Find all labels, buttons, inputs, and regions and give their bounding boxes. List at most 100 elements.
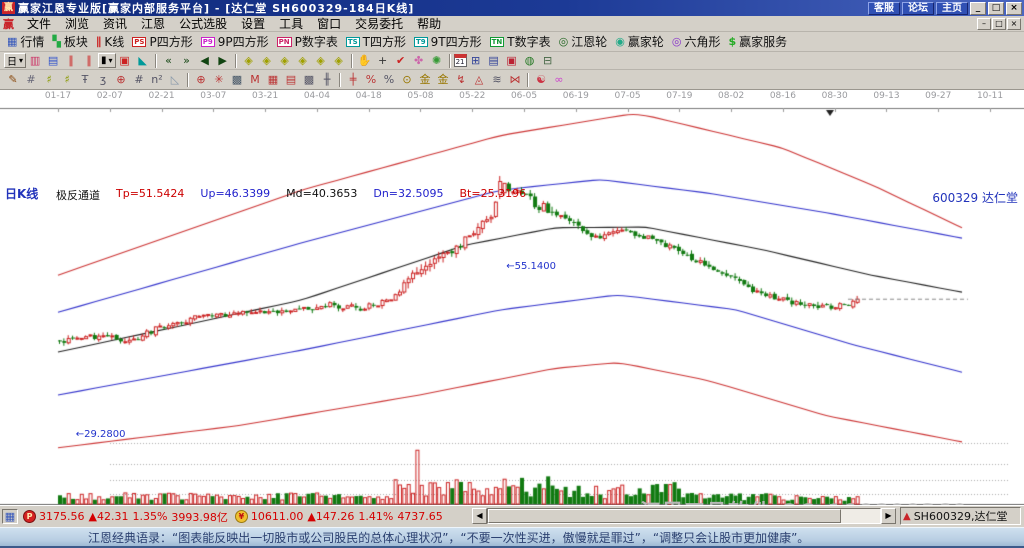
zoom-all-icon[interactable]: ◈ [298, 53, 307, 67]
zoom-v-icon[interactable]: ◈ [316, 53, 325, 67]
zoom-full-icon[interactable]: ◈ [334, 53, 343, 67]
scrollbar-left-arrow[interactable]: ◀ [472, 508, 487, 524]
kline-9-icon[interactable]: ∥ [86, 53, 92, 67]
toolbar-hexagon-button[interactable]: ◎ 六角形 [669, 32, 726, 51]
pan-hand-icon[interactable]: ✋ [357, 53, 372, 67]
lines-tool-icon[interactable]: # [134, 72, 144, 86]
kline-small-icon[interactable]: ∥ [68, 53, 74, 67]
grid-status-icon[interactable]: ▦ [2, 509, 18, 524]
titlebar-link-2[interactable]: 主页 [936, 1, 968, 15]
fan-red2-icon[interactable]: ▤ [285, 72, 297, 86]
restore-button[interactable]: □ [988, 1, 1004, 15]
toolbar-kline-button[interactable]: ∥ K线 [93, 32, 129, 51]
scrollbar-thumb[interactable] [488, 509, 841, 523]
crosshair-icon[interactable]: + [377, 53, 388, 67]
pen-tool-icon[interactable]: ✎ [8, 72, 18, 86]
save-icon[interactable]: ▣ [506, 53, 517, 67]
child-minimize-button[interactable]: – [977, 17, 991, 30]
zigzag-tool-icon[interactable]: ↯ [456, 72, 466, 86]
scrollbar-track[interactable] [487, 508, 881, 524]
close-button[interactable]: × [1006, 1, 1022, 15]
menu-item-6[interactable]: 工具 [279, 16, 304, 31]
calculator-icon[interactable]: ⊞ [470, 53, 481, 67]
coordinate-icon[interactable]: ▣ [119, 53, 130, 67]
prev-bar-icon[interactable]: ◀ [200, 53, 209, 67]
toolbar-winner-service-button[interactable]: $ 赢家服务 [726, 32, 793, 51]
zoom-out-h-icon[interactable]: ◈ [244, 53, 253, 67]
toolbar-t-square-button[interactable]: TS T四方形 [343, 32, 411, 51]
square-n2-icon[interactable]: n² [151, 72, 163, 86]
gann-grid2-icon[interactable]: ♯ [64, 72, 70, 86]
kline-chart[interactable] [0, 90, 1024, 505]
toolbar-quotes-button[interactable]: ▦ 行情 [4, 32, 49, 51]
toolbar-9t-square-button[interactable]: T9 9T四方形 [411, 32, 487, 51]
infinity-icon[interactable]: ∞ [554, 72, 564, 86]
menu-item-3[interactable]: 江恩 [141, 16, 166, 31]
toolbar-sectors-button[interactable]: ▚ 板块 [49, 32, 92, 51]
toolbar-p-square-button[interactable]: PS P四方形 [129, 32, 197, 51]
horizontal-scrollbar[interactable]: ◀ ▶ [472, 508, 896, 524]
gold-section2-icon[interactable]: 金 [437, 72, 449, 86]
titlebar-link-0[interactable]: 客服 [868, 1, 900, 15]
scrollbar-right-arrow[interactable]: ▶ [881, 508, 896, 524]
knot-icon[interactable]: ✤ [413, 53, 424, 67]
period-day-combo[interactable]: 日 ▾ [4, 53, 27, 68]
angle-tool-icon[interactable]: ◺ [170, 72, 180, 86]
calendar-icon[interactable]: 21 [453, 54, 467, 67]
child-close-button[interactable]: × [1007, 17, 1021, 30]
brain-icon[interactable]: ✺ [431, 53, 442, 67]
star-tool-icon[interactable]: ✳ [214, 72, 224, 86]
flag-icon[interactable]: ◣ [138, 53, 147, 67]
toolbar-9p-square-button[interactable]: P9 9P四方形 [198, 32, 274, 51]
menu-item-4[interactable]: 公式选股 [179, 16, 228, 31]
wave-tool-icon[interactable]: M [250, 72, 260, 86]
zoom-wide-icon[interactable]: ◈ [280, 53, 289, 67]
level-tool-icon[interactable]: Ŧ [81, 72, 89, 86]
percent1-icon[interactable]: % [365, 72, 377, 86]
notes-icon[interactable]: ▤ [488, 53, 499, 67]
percent2-icon[interactable]: % [383, 72, 395, 86]
toolbar-winner-wheel-button[interactable]: ◉ 赢家轮 [612, 32, 669, 51]
menu-item-9[interactable]: 帮助 [417, 16, 442, 31]
child-restore-button[interactable]: □ [992, 17, 1006, 30]
minimize-button[interactable]: _ [970, 1, 986, 15]
titlebar-link-1[interactable]: 论坛 [902, 1, 934, 15]
toolbar-gann-wheel-button[interactable]: ◎ 江恩轮 [556, 32, 613, 51]
export-icon[interactable]: ⊟ [542, 53, 553, 67]
gann-grid1-icon[interactable]: ♯ [46, 72, 52, 86]
sync-icon[interactable]: ◍ [524, 53, 535, 67]
curve-tool-icon[interactable]: ʒ [99, 72, 107, 86]
gold-section1-icon[interactable]: 金 [419, 72, 431, 86]
first-bar-icon[interactable]: « [165, 53, 172, 67]
fan-red1-icon[interactable]: ▦ [267, 72, 279, 86]
next-bar-icon[interactable]: ▶ [218, 53, 227, 67]
grid-tool-icon[interactable]: # [26, 72, 36, 86]
toolbar-p-table-button[interactable]: PN P数字表 [274, 32, 343, 51]
zoom-in-h-icon[interactable]: ◈ [262, 53, 271, 67]
info-view-icon[interactable]: ▤ [47, 53, 59, 67]
grid-dark-icon[interactable]: ▩ [303, 72, 315, 86]
menu-item-2[interactable]: 资讯 [103, 16, 128, 31]
target-tool-icon[interactable]: ⊕ [196, 72, 206, 86]
taichi-icon[interactable]: ☯ [536, 72, 546, 86]
ratio-tool-icon[interactable]: ╪ [349, 72, 357, 86]
menu-item-0[interactable]: 文件 [27, 16, 52, 31]
last-bar-icon[interactable]: » [183, 53, 190, 67]
date-tick-6: 04-18 [355, 91, 382, 101]
waves-tool-icon[interactable]: ≋ [492, 72, 502, 86]
sh-index-value: 3175.56 [39, 510, 85, 523]
circle-tool-icon[interactable]: ⊕ [116, 72, 126, 86]
menu-item-7[interactable]: 窗口 [317, 16, 342, 31]
triangle-tool-icon[interactable]: ◬ [474, 72, 484, 86]
rail-tool-icon[interactable]: ╫ [323, 72, 331, 86]
chart-mode-icon[interactable]: ▥ [29, 53, 41, 67]
gold-circle-icon[interactable]: ⊙ [402, 72, 412, 86]
select-check-icon[interactable]: ✔ [395, 53, 406, 67]
menu-item-1[interactable]: 浏览 [65, 16, 90, 31]
toolbar-t-table-button[interactable]: TN T数字表 [487, 32, 556, 51]
bowtie-tool-icon[interactable]: ⋈ [509, 72, 521, 86]
menu-item-5[interactable]: 设置 [241, 16, 266, 31]
candle-type-combo[interactable]: ▮ ▾ [98, 53, 116, 68]
menu-item-8[interactable]: 交易委托 [355, 16, 404, 31]
box-tool-icon[interactable]: ▩ [231, 72, 243, 86]
